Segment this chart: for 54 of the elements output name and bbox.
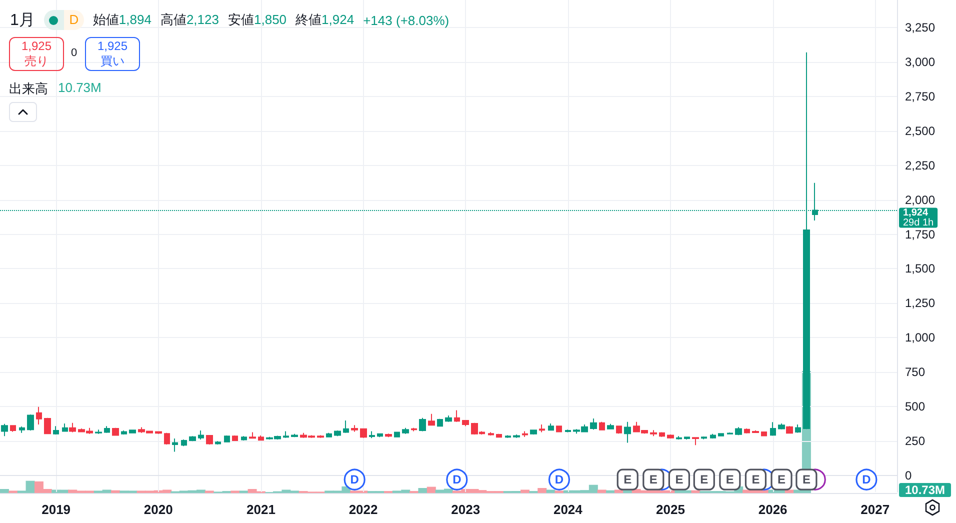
x-tick-label: 2022: [348, 502, 378, 517]
y-tick-label: 1,250: [905, 296, 936, 310]
data-label: E: [675, 472, 684, 487]
annotation: 出来高: [9, 80, 48, 98]
x-tick-label: 2026: [758, 502, 788, 517]
text: 10.73M: [899, 483, 951, 497]
text: 29d 1h: [903, 217, 934, 228]
x-tick-label: 2019: [42, 502, 71, 517]
x-tick-label: 2024: [553, 502, 584, 517]
buy-button: 1,925 買い: [85, 37, 140, 71]
y-tick-label: 0: [905, 468, 912, 482]
annotation: D: [64, 10, 84, 30]
x-tick-label: 2025: [656, 502, 685, 517]
data-label: E: [752, 472, 760, 487]
annotation: +143 (+8.03%): [363, 12, 450, 28]
data-label: E: [700, 472, 708, 487]
data-label: E: [778, 472, 786, 487]
sell-button: 1,925 売り: [9, 37, 64, 71]
x-tick-label: 2021: [246, 502, 276, 517]
y-tick-label: 2,750: [905, 89, 936, 104]
y-tick-label: 2,000: [905, 192, 936, 207]
data-label: E: [726, 472, 734, 487]
annotation: 0: [71, 47, 78, 59]
data-label: E: [802, 472, 810, 487]
annotation: 10.73M: [58, 80, 102, 97]
x-tick-label: 2023: [451, 502, 480, 517]
data-label: E: [649, 472, 658, 487]
y-tick-label: 250: [905, 434, 926, 448]
ref-line-label: 1,924: [903, 207, 928, 218]
data-label: E: [624, 472, 632, 487]
y-tick-label: 1,500: [905, 262, 936, 276]
annotation: 1,925: [21, 39, 52, 54]
y-tick-label: 3,250: [905, 20, 936, 35]
x-tick-label: 2020: [144, 502, 173, 517]
annotation: 高値2,123: [160, 12, 219, 27]
annotation: 買い: [100, 54, 124, 69]
annotation: 売り: [24, 54, 48, 69]
y-tick-label: 3,000: [905, 55, 936, 70]
data-label: D: [350, 472, 360, 487]
y-tick-label: 1,000: [905, 330, 936, 345]
annotation: 始値1,894: [92, 12, 152, 27]
annotation: 終値1,924: [296, 12, 354, 27]
annotation: 1,925: [97, 39, 128, 54]
y-tick-label: 2,250: [905, 158, 936, 172]
annotation: 安値1,850: [228, 12, 287, 27]
y-tick-label: 500: [905, 400, 926, 414]
x-tick-label: 2027: [860, 502, 890, 517]
data-label: D: [554, 472, 564, 487]
y-tick-label: 750: [905, 365, 926, 380]
y-tick-label: 1,750: [905, 227, 936, 242]
data-label: D: [862, 472, 872, 487]
data-label: D: [452, 472, 462, 487]
y-tick-label: 2,500: [905, 124, 936, 138]
text: 1月: [10, 10, 35, 30]
